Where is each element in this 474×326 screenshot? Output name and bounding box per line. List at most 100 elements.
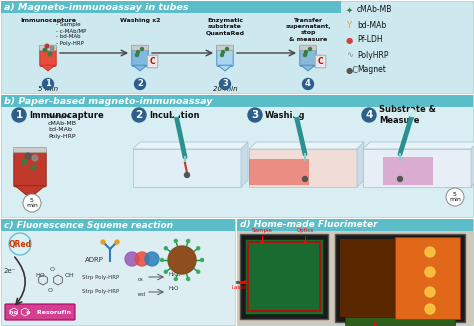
Text: H₂O₂: H₂O₂ [169, 272, 182, 276]
Circle shape [425, 247, 435, 257]
Circle shape [140, 48, 144, 51]
Text: red: red [138, 292, 146, 297]
Text: Incubation: Incubation [149, 111, 200, 120]
Text: HO: HO [35, 273, 45, 278]
Polygon shape [471, 142, 474, 187]
Circle shape [12, 108, 26, 122]
Circle shape [135, 79, 146, 90]
Text: Substrate &
Measure: Substrate & Measure [379, 105, 436, 125]
Text: H₂O: H₂O [169, 287, 180, 291]
Circle shape [309, 48, 311, 51]
Polygon shape [357, 142, 364, 187]
Polygon shape [249, 159, 309, 185]
Text: OH: OH [65, 273, 75, 278]
Text: C: C [150, 57, 155, 66]
Circle shape [43, 48, 47, 52]
Circle shape [164, 247, 167, 250]
Circle shape [244, 281, 246, 283]
Text: 3: 3 [222, 80, 228, 88]
Circle shape [187, 240, 190, 243]
Text: 2: 2 [137, 80, 143, 88]
Circle shape [425, 287, 435, 297]
FancyBboxPatch shape [300, 45, 317, 51]
Circle shape [409, 110, 416, 116]
Circle shape [174, 240, 177, 243]
Circle shape [362, 108, 376, 122]
Circle shape [173, 110, 180, 116]
Circle shape [261, 241, 263, 243]
Circle shape [115, 240, 119, 244]
Polygon shape [249, 149, 357, 187]
Text: Immunocapture: Immunocapture [20, 18, 76, 23]
Circle shape [137, 51, 139, 53]
FancyBboxPatch shape [40, 45, 56, 51]
Text: ●C: ●C [346, 66, 359, 75]
Polygon shape [133, 65, 147, 71]
Circle shape [221, 51, 225, 53]
FancyBboxPatch shape [300, 48, 316, 67]
Circle shape [161, 259, 164, 261]
FancyBboxPatch shape [315, 55, 326, 68]
FancyBboxPatch shape [1, 95, 473, 107]
Polygon shape [133, 142, 248, 149]
Polygon shape [363, 142, 474, 149]
Circle shape [45, 44, 49, 48]
FancyBboxPatch shape [335, 234, 465, 322]
Circle shape [187, 277, 190, 280]
Circle shape [398, 176, 402, 182]
FancyBboxPatch shape [217, 45, 233, 51]
Text: 5 min: 5 min [38, 86, 58, 92]
Circle shape [125, 252, 139, 266]
Text: 1: 1 [45, 80, 51, 88]
FancyBboxPatch shape [14, 151, 46, 187]
Text: cMAb-MB: cMAb-MB [357, 6, 392, 14]
Circle shape [425, 267, 435, 277]
Circle shape [164, 270, 167, 273]
FancyBboxPatch shape [245, 239, 323, 314]
Text: Strp Poly-HRP: Strp Poly-HRP [82, 274, 119, 279]
Circle shape [48, 52, 52, 56]
Text: 20 min: 20 min [213, 86, 237, 92]
Text: 4: 4 [365, 110, 373, 120]
Text: Immunocapture: Immunocapture [29, 111, 104, 120]
Text: Optics: Optics [296, 228, 314, 233]
FancyBboxPatch shape [132, 48, 148, 67]
Polygon shape [241, 142, 248, 187]
Circle shape [184, 172, 190, 177]
Text: Transfer
supernatant,
stop
& measure: Transfer supernatant, stop & measure [285, 18, 331, 42]
Polygon shape [41, 65, 55, 71]
Circle shape [374, 323, 376, 325]
Text: ∿: ∿ [346, 51, 353, 60]
Circle shape [25, 153, 31, 159]
FancyBboxPatch shape [1, 95, 473, 217]
Text: Washing: Washing [265, 111, 306, 120]
FancyBboxPatch shape [395, 237, 460, 319]
Text: Enzymatic
substrate
QuantaRed: Enzymatic substrate QuantaRed [206, 18, 245, 36]
Circle shape [425, 304, 435, 314]
Circle shape [219, 79, 230, 90]
Circle shape [23, 194, 41, 212]
FancyBboxPatch shape [1, 219, 235, 325]
Text: - Sample
- c-MAb/MP
- bd-MAb
- Poly-HRP: - Sample - c-MAb/MP - bd-MAb - Poly-HRP [56, 22, 86, 46]
Text: 1: 1 [15, 110, 23, 120]
Polygon shape [301, 65, 315, 71]
Circle shape [135, 252, 149, 266]
Circle shape [168, 246, 196, 274]
FancyBboxPatch shape [132, 45, 148, 51]
Text: Pf-LDH: Pf-LDH [357, 36, 383, 45]
Text: 5
min: 5 min [449, 192, 461, 202]
Polygon shape [15, 185, 45, 198]
FancyBboxPatch shape [217, 48, 233, 67]
Text: ✦: ✦ [346, 6, 353, 14]
Text: Laser: Laser [231, 285, 246, 290]
Circle shape [136, 53, 138, 56]
Polygon shape [363, 149, 471, 187]
Circle shape [302, 176, 308, 182]
Circle shape [292, 110, 300, 116]
Polygon shape [249, 142, 364, 149]
FancyBboxPatch shape [1, 219, 235, 231]
Circle shape [32, 155, 38, 161]
Circle shape [132, 108, 146, 122]
Text: ox: ox [138, 277, 144, 282]
Text: d) Home-made Fluorimeter: d) Home-made Fluorimeter [240, 220, 378, 230]
